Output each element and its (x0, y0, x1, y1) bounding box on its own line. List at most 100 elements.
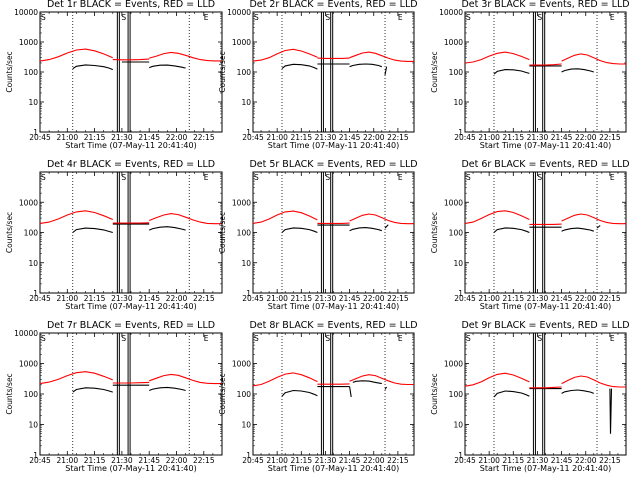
x-tick-label: 20:45 (242, 456, 264, 465)
panel-title: Det 8r BLACK = Events, RED = LLD (249, 320, 417, 331)
corner-marker-s: S (466, 173, 471, 182)
events-series-line (349, 63, 382, 68)
events-series-line (281, 63, 318, 70)
events-series-line (609, 388, 613, 434)
x-tick-label: 22:15 (387, 294, 409, 303)
events-series-line (72, 227, 113, 234)
y-axis-label: Counts/sec (218, 51, 227, 92)
lld-series-line (252, 210, 318, 224)
x-tick-label: 21:00 (478, 133, 500, 142)
x-tick-label: 20:45 (29, 456, 51, 465)
x-tick-label: 20:45 (29, 133, 51, 142)
x-tick-label: 22:15 (193, 294, 215, 303)
y-tick-label: 100 (237, 68, 252, 77)
y-axis-label: Counts/sec (430, 212, 439, 253)
panel-title: Det 9r BLACK = Events, RED = LLD (461, 320, 629, 331)
y-tick-label: 1 (458, 128, 463, 137)
lld-series-line (349, 374, 414, 386)
y-tick-label: 1 (246, 451, 251, 460)
x-tick-label: 22:00 (575, 294, 597, 303)
y-tick-label: 1000 (232, 360, 251, 369)
plot-frame (464, 171, 627, 294)
y-axis-label: Counts/sec (218, 212, 227, 253)
x-tick-label: 21:00 (56, 133, 78, 142)
y-tick-label: 1000 (19, 360, 38, 369)
x-tick-label: 21:45 (339, 456, 361, 465)
panel-det-4r: Det 4r BLACK = Events, RED = LLD 20:45 21:… (5, 159, 223, 311)
y-tick-label: 100 (24, 68, 39, 77)
x-tick-label: 21:00 (266, 456, 288, 465)
x-tick-label: 22:15 (599, 456, 621, 465)
x-tick-label: 20:45 (454, 294, 476, 303)
y-tick-label: 1 (246, 128, 251, 137)
plot-frame (39, 11, 223, 133)
events-series-line (561, 227, 594, 232)
corner-marker-s: S (254, 334, 259, 343)
x-tick-label: 21:00 (56, 456, 78, 465)
x-tick-label: 21:15 (502, 456, 524, 465)
y-axis-label: Counts/sec (5, 373, 14, 414)
y-axis-label: Counts/sec (430, 373, 439, 414)
lld-series-line (112, 58, 150, 61)
x-tick-label: 21:30 (315, 456, 337, 465)
panel-title: Det 6r BLACK = Events, RED = LLD (461, 159, 629, 170)
x-tick-label: 21:45 (551, 456, 573, 465)
y-tick-label: 100 (24, 229, 39, 238)
corner-marker-e: E (610, 334, 615, 343)
lld-series-line (349, 213, 414, 225)
y-tick-label: 100 (237, 390, 252, 399)
y-tick-label: 10 (28, 98, 38, 107)
corner-marker-e: E (204, 13, 209, 22)
plot-frame (464, 11, 627, 133)
corner-marker-s: S (254, 173, 259, 182)
y-tick-label: 1 (458, 289, 463, 298)
plot-frame (39, 171, 223, 294)
lld-series-line (464, 210, 530, 224)
corner-marker-s-band: S (537, 13, 542, 22)
x-tick-label: 21:45 (138, 133, 160, 142)
events-series-line (149, 64, 186, 69)
corner-marker-e: E (398, 334, 403, 343)
lld-series-line (464, 51, 530, 64)
x-tick-label: 21:45 (138, 294, 160, 303)
lld-series-line (112, 381, 150, 384)
plot-frame (252, 332, 415, 456)
x-tick-label: 21:15 (290, 456, 312, 465)
x-tick-label: 21:45 (138, 456, 160, 465)
x-tick-label: 22:15 (599, 294, 621, 303)
x-tick-label: 20:45 (454, 133, 476, 142)
events-series-line (281, 227, 318, 234)
x-axis-label: Start Time (07-May-11 20:41:40) (268, 141, 399, 150)
panel-title: Det 3r BLACK = Events, RED = LLD (461, 0, 629, 10)
x-tick-label: 22:15 (193, 133, 215, 142)
x-tick-label: 22:00 (363, 456, 385, 465)
x-tick-label: 21:15 (290, 133, 312, 142)
events-series-line (384, 66, 388, 76)
events-series-line (349, 386, 352, 398)
y-tick-label: 10000 (439, 8, 463, 17)
corner-marker-e: E (398, 173, 403, 182)
x-tick-label: 22:15 (387, 133, 409, 142)
y-tick-label: 10 (241, 98, 251, 107)
panel-title: Det 4r BLACK = Events, RED = LLD (47, 159, 215, 170)
y-tick-label: 1000 (444, 360, 463, 369)
x-tick-label: 22:00 (575, 133, 597, 142)
corner-marker-e: E (398, 13, 403, 22)
x-tick-label: 20:45 (29, 294, 51, 303)
y-axis-label: Counts/sec (5, 51, 14, 92)
events-series-line (148, 226, 186, 231)
corner-marker-s-band: S (537, 173, 542, 182)
x-tick-label: 21:15 (502, 294, 524, 303)
panel-det-7r: Det 7r BLACK = Events, RED = LLD 20:45 21:… (5, 320, 223, 473)
y-tick-label: 1 (246, 289, 251, 298)
lld-series-line (561, 53, 626, 65)
corner-marker-s-band: S (325, 334, 330, 343)
events-series-line (72, 64, 114, 71)
panel-title: Det 5r BLACK = Events, RED = LLD (249, 159, 417, 170)
y-tick-label: 100 (449, 68, 464, 77)
corner-marker-s-band: S (121, 334, 126, 343)
corner-marker-s: S (41, 334, 46, 343)
